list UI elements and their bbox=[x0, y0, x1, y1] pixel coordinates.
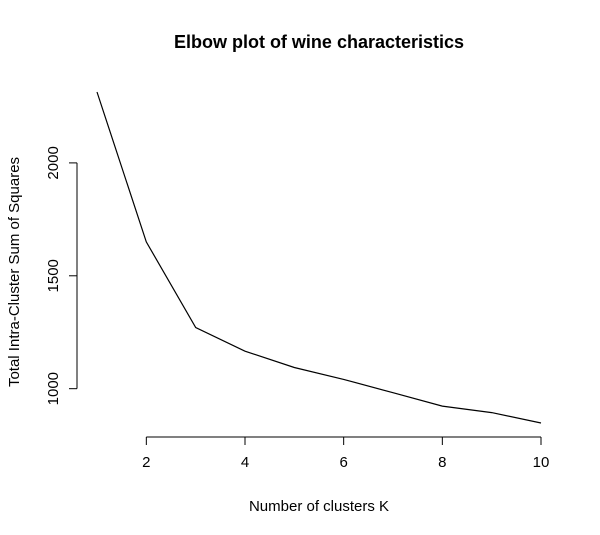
x-axis: 2 4 6 8 10 bbox=[142, 436, 550, 471]
chart-title: Elbow plot of wine characteristics bbox=[174, 32, 464, 52]
x-tick-label: 8 bbox=[438, 454, 446, 471]
x-tick-label: 4 bbox=[241, 454, 249, 471]
y-tick-label: 1500 bbox=[45, 259, 62, 292]
x-axis-label: Number of clusters K bbox=[249, 498, 389, 515]
x-tick-label: 2 bbox=[142, 454, 150, 471]
x-tick-label: 6 bbox=[339, 454, 347, 471]
y-axis: 1000 1500 2000 bbox=[45, 146, 78, 405]
series-line bbox=[96, 91, 542, 424]
x-tick-label: 10 bbox=[533, 454, 550, 471]
y-axis-label: Total Intra-Cluster Sum of Squares bbox=[6, 157, 23, 387]
plot-area bbox=[96, 91, 542, 424]
y-tick-label: 1000 bbox=[45, 372, 62, 405]
y-tick-label: 2000 bbox=[45, 146, 62, 179]
